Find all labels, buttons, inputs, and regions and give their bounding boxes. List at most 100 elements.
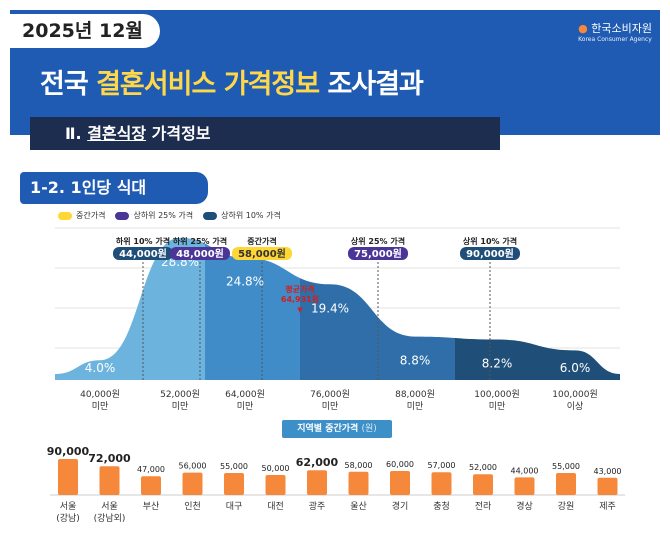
area-x-tick: 88,000원: [395, 389, 435, 400]
marker-value: 75,000원: [354, 247, 402, 260]
area-value-label: 8.2%: [482, 357, 513, 371]
marker-value: 44,000원: [119, 247, 167, 260]
title-pre: 전국: [40, 69, 97, 100]
bar-x-tick: 부산: [143, 501, 160, 512]
bar-x-tick: 경기: [392, 500, 409, 512]
mean-label: 평균가격: [285, 284, 314, 294]
marker-label: 하위 10% 가격: [116, 236, 170, 246]
area-x-tick: 미만: [489, 401, 506, 412]
bar: [390, 471, 410, 495]
marker-badge: [232, 247, 292, 260]
bar: [58, 459, 78, 495]
bar-chart-title: 지역별 중간가격 (원): [282, 420, 392, 438]
bar-value-label: 90,000: [47, 445, 90, 458]
marker-badge: [170, 247, 230, 260]
logo-icon: ●: [578, 22, 588, 35]
area-x-tick: 이상: [567, 401, 584, 412]
area-segment: [55, 237, 205, 380]
bar-x-tick: 대전: [267, 501, 284, 512]
bar-x-tick: 경상: [516, 500, 533, 512]
marker-value: 58,000원: [238, 247, 286, 260]
subtitle-rest: 가격정보: [146, 124, 211, 143]
bar-x-tick: 강원: [558, 501, 575, 512]
subtitle-underlined: 결혼식장: [87, 124, 147, 143]
area-x-tick: 미만: [407, 401, 424, 412]
legend: 중간가격 상하위 25% 가격 상하위 10% 가격: [58, 210, 281, 221]
logo-text: 한국소비자원: [591, 22, 652, 35]
date-tab: 2025년 12월: [10, 14, 160, 48]
area-value-label: 8.8%: [400, 354, 431, 368]
subtitle-num: Ⅱ.: [65, 124, 88, 143]
marker-badge: [460, 247, 520, 260]
bar: [307, 470, 327, 495]
bar-x-tick: 광주: [309, 500, 326, 512]
bar-x-tick: 인천: [184, 501, 201, 512]
bar-x-tick: 서울: [60, 501, 77, 512]
area-x-tick: 52,000원: [160, 389, 200, 400]
legend-label: 상하위 10% 가격: [221, 211, 281, 220]
marker-value: 48,000원: [176, 247, 224, 260]
legend-label: 중간가격: [76, 211, 106, 220]
logo-sub: Korea Consumer Agency: [578, 36, 652, 43]
bar-x-tick: (강남외): [94, 512, 126, 524]
bar-value-label: 47,000: [137, 465, 165, 474]
title-highlight: 결혼서비스 가격정보: [96, 69, 320, 100]
legend-item: 상하위 10% 가격: [203, 210, 281, 221]
area-value-label: 24.8%: [226, 275, 264, 289]
logo: ● 한국소비자원 Korea Consumer Agency: [578, 20, 652, 43]
marker-label: 상위 25% 가격: [351, 236, 405, 246]
area-x-tick: 40,000원: [80, 389, 120, 400]
bar: [265, 475, 286, 495]
bar-x-tick: 제주: [599, 501, 616, 512]
legend-item: 상하위 25% 가격: [115, 210, 193, 221]
bar-title-unit: (원): [361, 424, 377, 434]
area-value-label: 6.0%: [560, 361, 591, 375]
area-value-label: 19.4%: [311, 301, 349, 315]
marker-label: 하위 25% 가격: [173, 236, 227, 246]
legend-label: 상하위 25% 가격: [133, 211, 194, 220]
mean-arrow-icon: ▼: [297, 306, 303, 314]
area-value-label: 4.0%: [85, 361, 116, 375]
area-x-tick: 미만: [322, 401, 339, 412]
bar-value-label: 60,000: [386, 460, 414, 469]
bar-value-label: 44,000: [511, 466, 539, 475]
bar-value-label: 43,000: [594, 467, 622, 476]
area-x-tick: 미만: [92, 401, 109, 412]
bar-value-label: 50,000: [262, 464, 290, 473]
marker-badge: [348, 247, 408, 260]
bar: [141, 476, 161, 495]
bar-x-tick: 서울: [101, 501, 118, 512]
area-segment: [205, 243, 300, 380]
marker-value: 90,000원: [466, 247, 514, 260]
marker-label: 중간가격: [247, 236, 276, 246]
bar: [182, 472, 203, 495]
bar: [348, 471, 369, 495]
area-segment: [300, 278, 455, 380]
area-x-tick: 미만: [172, 401, 189, 412]
bar-value-label: 55,000: [220, 462, 248, 471]
area-x-tick: 100,000원: [474, 389, 520, 400]
area-x-tick: 64,000원: [225, 389, 265, 400]
bar-value-label: 58,000: [345, 461, 373, 470]
bar: [556, 473, 576, 495]
bar: [431, 472, 452, 495]
bar-x-tick: (강남): [56, 513, 80, 524]
bar-value-label: 62,000: [296, 456, 339, 469]
marker-label: 상위 10% 가격: [463, 236, 517, 246]
section-title: 1-2. 1인당 식대: [20, 172, 208, 204]
bar-x-tick: 대구: [226, 501, 243, 512]
subtitle-bar: Ⅱ. 결혼식장 가격정보: [30, 117, 500, 150]
bar-value-label: 52,000: [469, 463, 497, 472]
mean-value: 64,931원: [281, 294, 319, 304]
legend-item: 중간가격: [58, 210, 105, 221]
area-segment: [455, 337, 620, 380]
bar: [224, 473, 244, 495]
bar-x-tick: 충청: [433, 501, 450, 512]
area-x-tick: 100,000원: [552, 389, 598, 400]
marker-badge: [113, 247, 173, 260]
bar: [99, 466, 120, 495]
bar-value-label: 72,000: [88, 452, 131, 465]
bar: [597, 477, 618, 495]
bar-value-label: 56,000: [179, 462, 207, 471]
bar-title-text: 지역별 중간가격: [297, 424, 359, 434]
